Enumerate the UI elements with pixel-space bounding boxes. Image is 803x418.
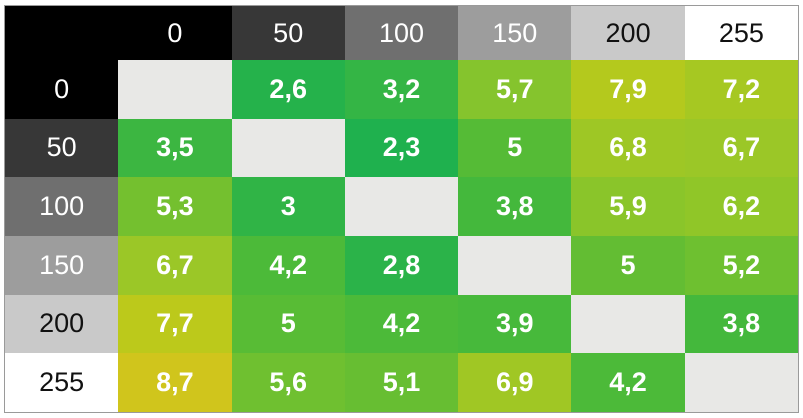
row-header-100: 100: [5, 177, 119, 236]
col-header-100: 100: [344, 6, 459, 60]
matrix-cell: 5,7: [458, 60, 572, 119]
matrix-cell: 3,8: [458, 177, 572, 236]
matrix-cell: 5,6: [231, 353, 345, 412]
matrix-cell-blank: [684, 353, 798, 412]
matrix-cell: 5,2: [684, 236, 798, 295]
matrix-cell: 5,3: [118, 177, 232, 236]
matrix-cell: 5,1: [344, 353, 459, 412]
matrix-cell: 5: [458, 118, 572, 178]
matrix-cell: 8,7: [118, 353, 232, 412]
matrix-cell-blank: [344, 177, 459, 236]
matrix-cell: 6,8: [571, 118, 685, 178]
difference-matrix-table: 0 50 100 150 200 255 0 2,6 3,2 5,7 7,9 7,2 50 3,5 2,3 5…: [4, 5, 799, 413]
col-header-0: 0: [118, 6, 232, 60]
matrix-cell: 7,2: [684, 60, 798, 119]
matrix-cell: 6,7: [118, 236, 232, 295]
matrix-cell-blank: [118, 60, 232, 119]
col-header-150: 150: [458, 6, 572, 60]
matrix-cell: 2,6: [231, 60, 345, 119]
matrix-cell: 5: [571, 236, 685, 295]
matrix-cell: 3,8: [684, 294, 798, 354]
row-header-0: 0: [5, 60, 119, 119]
matrix-cell: 7,7: [118, 294, 232, 354]
matrix-cell: 3: [231, 177, 345, 236]
col-header-200: 200: [571, 6, 685, 60]
matrix-cell: 5,9: [571, 177, 685, 236]
col-header-255: 255: [684, 6, 798, 60]
matrix-cell: 6,9: [458, 353, 572, 412]
matrix-cell: 4,2: [231, 236, 345, 295]
matrix-cell: 3,2: [344, 60, 459, 119]
matrix-cell: 3,9: [458, 294, 572, 354]
matrix-cell: 2,3: [344, 118, 459, 178]
matrix-cell: 2,8: [344, 236, 459, 295]
matrix-cell-blank: [458, 236, 572, 295]
row-header-50: 50: [5, 118, 119, 178]
row-header-200: 200: [5, 294, 119, 354]
matrix-cell-blank: [571, 294, 685, 354]
matrix-cell: 4,2: [571, 353, 685, 412]
matrix-cell-blank: [231, 118, 345, 178]
row-header-255: 255: [5, 353, 119, 412]
row-header-150: 150: [5, 236, 119, 295]
matrix-corner-cell: [5, 6, 119, 60]
col-header-50: 50: [231, 6, 345, 60]
matrix-cell: 5: [231, 294, 345, 354]
matrix-cell: 6,7: [684, 118, 798, 178]
matrix-cell: 7,9: [571, 60, 685, 119]
matrix-cell: 6,2: [684, 177, 798, 236]
matrix-cell: 4,2: [344, 294, 459, 354]
matrix-cell: 3,5: [118, 118, 232, 178]
